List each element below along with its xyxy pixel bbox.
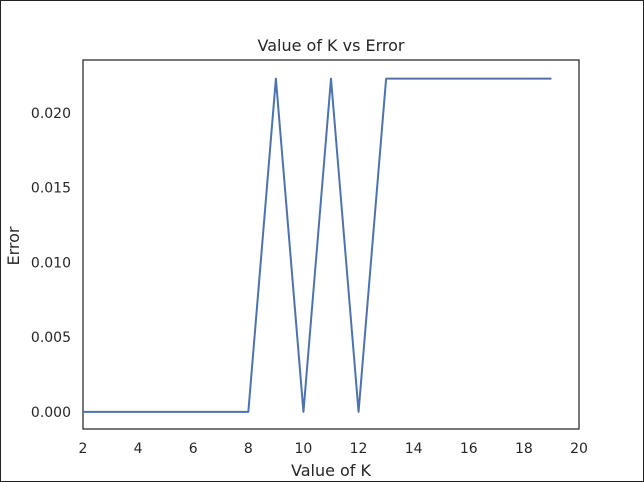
chart-title: Value of K vs Error — [258, 36, 405, 55]
x-tick-label: 4 — [134, 441, 143, 457]
x-tick-label: 8 — [244, 441, 253, 457]
x-tick-label: 12 — [350, 441, 368, 457]
x-tick-label: 16 — [460, 441, 478, 457]
series-layer — [83, 77, 552, 413]
x-axis-ticks: 2 4 6 8 10 12 14 16 18 20 — [79, 441, 588, 457]
x-tick-label: 6 — [189, 441, 198, 457]
x-axis-label: Value of K — [291, 461, 372, 480]
x-tick-label: 20 — [570, 441, 588, 457]
x-tick-label: 2 — [79, 441, 88, 457]
series-line — [83, 77, 552, 413]
x-tick-label: 18 — [515, 441, 533, 457]
y-tick-label: 0.015 — [31, 181, 71, 197]
y-tick-label: 0.010 — [31, 255, 71, 271]
y-tick-label: 0.000 — [31, 405, 71, 421]
x-tick-label: 14 — [405, 441, 423, 457]
y-axis-label: Error — [4, 226, 23, 265]
y-tick-label: 0.005 — [31, 330, 71, 346]
plot-area — [82, 59, 580, 430]
y-tick-label: 0.020 — [31, 106, 71, 122]
y-axis-ticks: 0.000 0.005 0.010 0.015 0.020 — [31, 106, 71, 421]
x-tick-label: 10 — [295, 441, 313, 457]
